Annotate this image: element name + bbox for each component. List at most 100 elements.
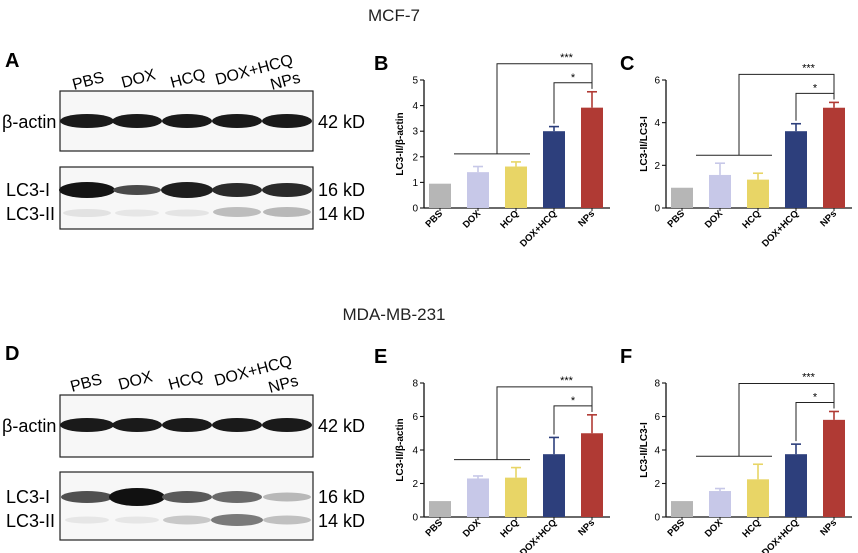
bar <box>671 501 693 517</box>
y-tick-label: 8 <box>412 379 418 390</box>
y-axis-label: LC3-II/β-actin <box>395 418 406 481</box>
x-tick-label: HCQ <box>740 517 763 540</box>
bar <box>785 454 807 517</box>
lane-label: NPs <box>267 373 301 397</box>
blot-membrane <box>59 166 314 230</box>
x-tick-label: NPs <box>818 517 839 538</box>
significance-marker: * <box>571 72 576 84</box>
blot-band <box>263 207 311 217</box>
y-tick-label: 4 <box>412 446 418 457</box>
western-blot-mda: D PBS DOX HCQ DOX+HCQ NPs β-actin 42 kD … <box>2 343 365 541</box>
bar <box>671 187 693 208</box>
panel-letter: C <box>620 53 634 75</box>
blot-band <box>213 207 261 217</box>
blot-membrane <box>59 471 314 541</box>
x-tick-label: DOX <box>703 208 726 231</box>
y-tick-label: 0 <box>654 513 660 524</box>
band-size: 42 kD <box>318 112 365 132</box>
significance-bracket <box>496 386 593 460</box>
y-tick-label: 6 <box>654 76 660 87</box>
significance-bracket <box>795 92 835 121</box>
bar <box>429 501 451 517</box>
y-tick-label: 4 <box>654 118 660 129</box>
lane-label: HCQ <box>169 66 208 92</box>
bar <box>785 131 807 208</box>
blot-band <box>212 418 262 432</box>
significance-marker: *** <box>560 52 574 64</box>
y-tick-label: 0 <box>412 513 418 524</box>
y-tick-label: 2 <box>412 152 418 163</box>
lane-label: PBS <box>71 69 106 94</box>
x-tick-label: DOX+HCQ <box>760 517 801 553</box>
panel-letter: B <box>374 53 388 75</box>
y-tick-label: 0 <box>654 204 660 215</box>
blot-band <box>162 114 212 128</box>
significance-bracket <box>795 401 835 442</box>
blot-band <box>163 515 211 525</box>
y-axis-label: LC3-II/β-actin <box>395 112 406 175</box>
x-tick-label: DOX <box>703 517 726 540</box>
band-label: LC3-I <box>6 487 50 507</box>
y-tick-label: 5 <box>412 76 418 87</box>
bar <box>823 107 845 208</box>
bar <box>747 179 769 208</box>
x-tick-label: HCQ <box>740 208 763 231</box>
x-tick-label: DOX+HCQ <box>760 208 801 249</box>
blot-band <box>109 488 165 506</box>
blot-band <box>115 516 159 524</box>
x-tick-label: NPs <box>818 208 839 229</box>
x-tick-label: DOX <box>461 517 484 540</box>
band-size: 14 kD <box>318 204 365 224</box>
x-tick-label: PBS <box>424 208 446 230</box>
blot-band <box>112 418 162 432</box>
blot-band <box>263 492 311 502</box>
x-tick-label: HCQ <box>498 208 521 231</box>
lane-label: HCQ <box>167 368 206 394</box>
panel-letter: F <box>620 346 632 368</box>
y-tick-label: 4 <box>412 101 418 112</box>
bar <box>505 477 527 517</box>
y-tick-label: 4 <box>654 446 660 457</box>
bar <box>467 172 489 208</box>
blot-band <box>61 491 113 503</box>
y-axis-label: LC3-II/LC3-I <box>639 116 650 172</box>
western-blot-mcf7: A PBS DOX HCQ DOX+HCQ NPs β-actin 42 kD … <box>2 50 365 230</box>
y-tick-label: 3 <box>412 127 418 138</box>
significance-marker: *** <box>802 62 816 74</box>
y-tick-label: 6 <box>654 412 660 423</box>
significance-bracket <box>496 63 593 154</box>
band-label: β-actin <box>2 112 56 132</box>
y-tick-label: 2 <box>654 161 660 172</box>
bar <box>581 433 603 517</box>
section-title: MCF-7 <box>368 6 420 25</box>
bar <box>543 131 565 208</box>
blot-band <box>262 114 312 128</box>
blot-band <box>60 114 114 128</box>
y-tick-label: 6 <box>412 412 418 423</box>
band-size: 16 kD <box>318 487 365 507</box>
bar <box>823 419 845 517</box>
y-tick-label: 1 <box>412 178 418 189</box>
significance-bracket <box>738 382 835 457</box>
significance-bracket <box>553 82 593 124</box>
y-tick-label: 2 <box>412 479 418 490</box>
blot-band <box>161 182 213 198</box>
blot-band <box>162 418 212 432</box>
x-tick-label: NPs <box>576 208 597 229</box>
blot-band <box>115 209 159 217</box>
blot-band <box>263 515 311 525</box>
section-title: MDA-MB-231 <box>343 305 446 324</box>
significance-marker: *** <box>802 371 816 383</box>
blot-band <box>59 182 115 198</box>
band-size: 16 kD <box>318 180 365 200</box>
x-tick-label: HCQ <box>498 517 521 540</box>
x-tick-label: DOX+HCQ <box>518 208 559 249</box>
blot-band <box>211 514 263 526</box>
bar <box>709 491 731 517</box>
bar <box>467 478 489 517</box>
bar <box>581 107 603 208</box>
